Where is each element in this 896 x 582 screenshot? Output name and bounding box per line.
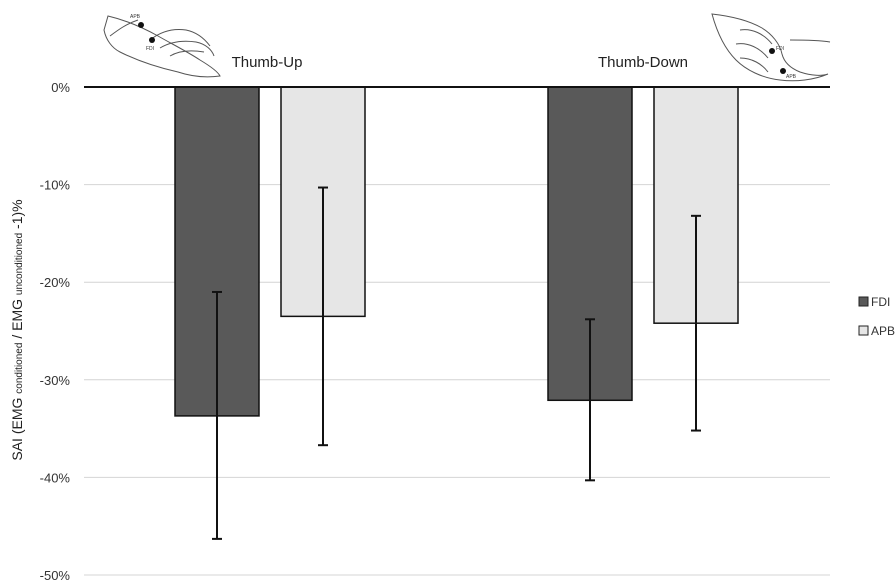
y-tick-label: 0% xyxy=(51,80,70,95)
legend-swatch-apb xyxy=(858,325,869,336)
thumb-down-hand-illustration: FDI APB xyxy=(711,13,831,82)
thumb-up-fdi-marker-label: FDI xyxy=(146,46,154,52)
thumb-down-apb-marker-label: APB xyxy=(786,74,797,80)
legend: FDI APB xyxy=(858,295,895,338)
y-tick-label: -40% xyxy=(40,470,71,485)
legend-label-apb: APB xyxy=(871,324,895,338)
y-axis-label: SAI (EMG conditioned / EMG unconditioned… xyxy=(9,199,25,460)
legend-swatch-fdi xyxy=(858,296,869,307)
error-bars xyxy=(212,186,701,540)
y-tick-label: -10% xyxy=(40,178,71,193)
y-tick-label: -30% xyxy=(40,373,71,388)
category-label-thumb-down: Thumb-Down xyxy=(598,54,688,71)
thumb-down-fdi-marker-label: FDI xyxy=(776,46,784,52)
category-label-thumb-up: Thumb-Up xyxy=(232,54,303,71)
thumb-up-apb-marker-label: APB xyxy=(130,14,141,20)
y-tick-labels: 0% -10% -20% -30% -40% -50% xyxy=(40,80,71,582)
category-labels: Thumb-Up Thumb-Down xyxy=(232,54,688,71)
thumb-up-hand-illustration: APB FDI xyxy=(103,14,221,78)
legend-label-fdi: FDI xyxy=(871,295,890,309)
y-tick-label: -50% xyxy=(40,568,71,582)
y-tick-label: -20% xyxy=(40,275,71,290)
bars xyxy=(174,86,739,417)
